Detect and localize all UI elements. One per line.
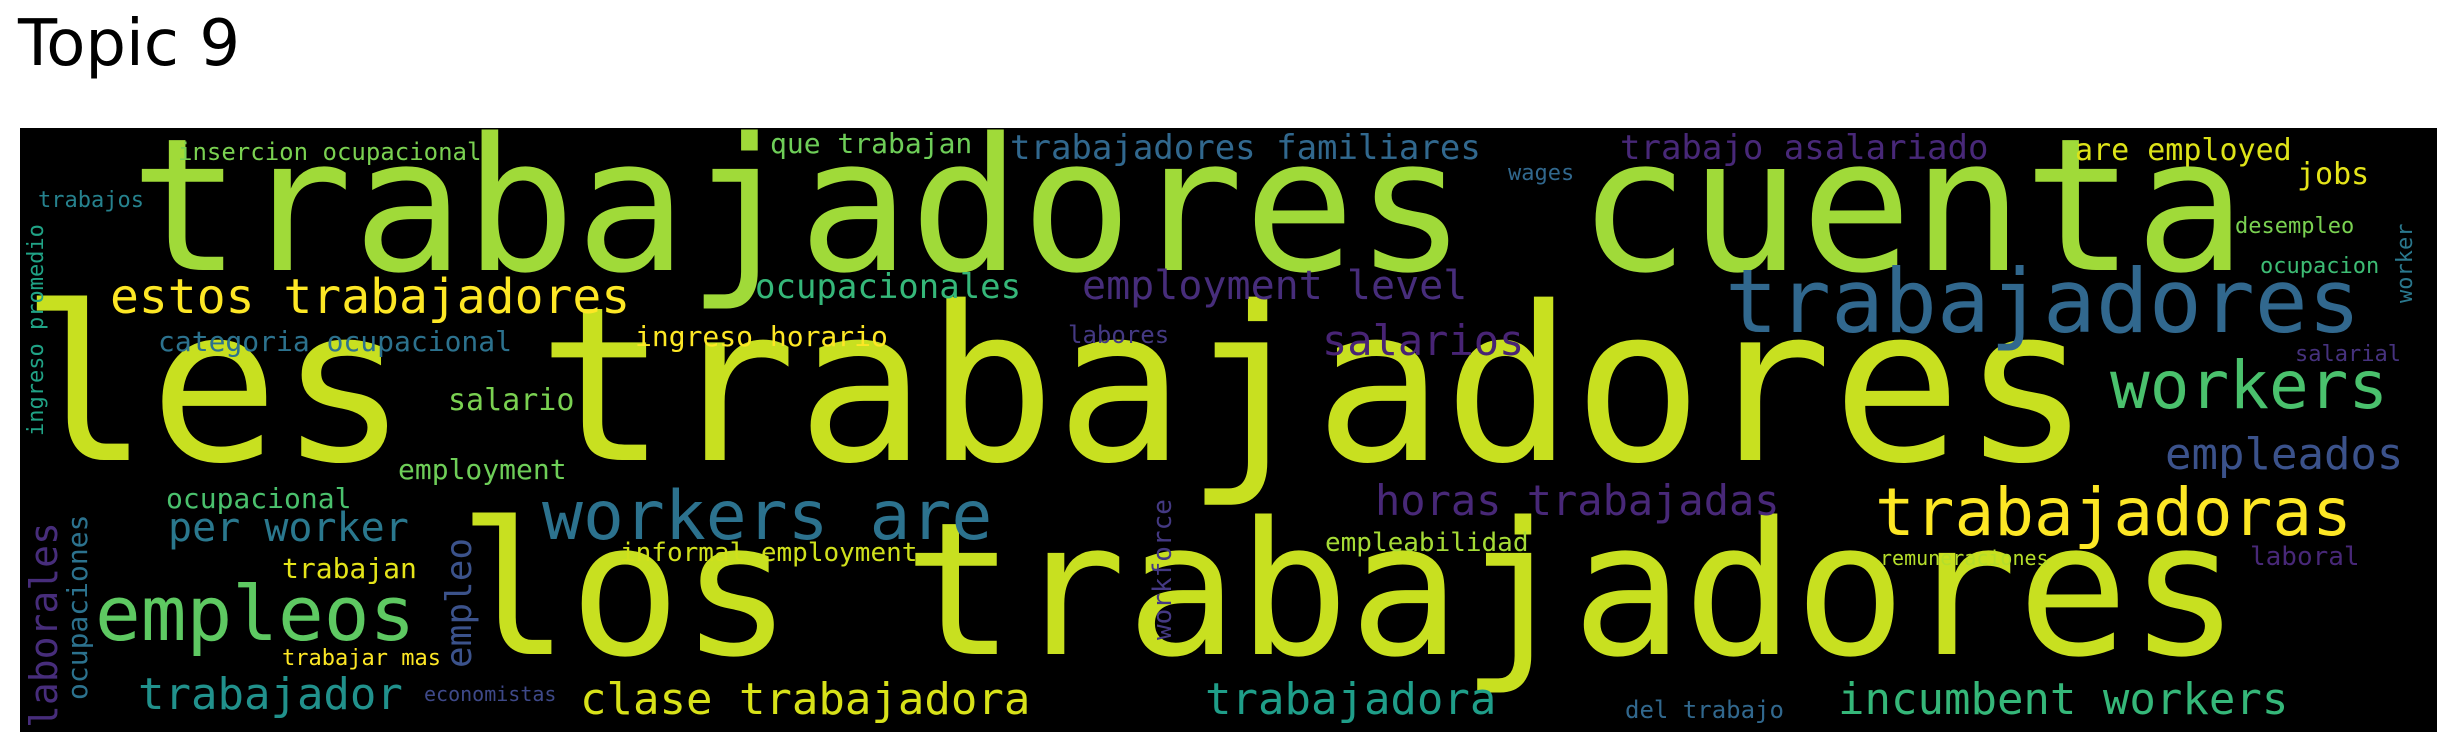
word-horas-trabajadas: horas trabajadas bbox=[1375, 476, 1780, 525]
word-empleos: empleos bbox=[95, 569, 416, 658]
word-economistas: economistas bbox=[424, 682, 557, 706]
word-trabajadores: trabajadores bbox=[1725, 250, 2361, 353]
word-empleo: empleo bbox=[439, 537, 480, 668]
word-trabajadoras: trabajadoras bbox=[1875, 474, 2352, 551]
word-employment-level: employment level bbox=[1082, 263, 1468, 309]
word-ingreso-promedio: ingreso promedio bbox=[24, 224, 49, 436]
word-laboral: laboral bbox=[2250, 542, 2360, 572]
word-ocupacionales: ocupacionales bbox=[755, 267, 1022, 307]
word-incumbent-workers: incumbent workers bbox=[1838, 674, 2289, 725]
word-trabajadora: trabajadora bbox=[1205, 674, 1497, 725]
word-employment: employment bbox=[398, 453, 567, 486]
word-clase-trabajadora: clase trabajadora bbox=[580, 674, 1031, 725]
word-trabajador: trabajador bbox=[138, 669, 403, 720]
word-empleados: empleados bbox=[2165, 429, 2404, 480]
word-cloud: trabajadores cuenta les trabajadores los… bbox=[20, 128, 2437, 732]
word-are-employed: are employed bbox=[2075, 133, 2292, 168]
word-trabajadores-familiares: trabajadores familiares bbox=[1010, 128, 1481, 168]
word-salarial: salarial bbox=[2295, 342, 2401, 367]
word-labores: labores bbox=[1068, 321, 1170, 349]
word-trabajan: trabajan bbox=[282, 552, 417, 585]
word-insercion-ocupacional: insercion ocupacional bbox=[178, 138, 482, 166]
word-del-trabajo: del trabajo bbox=[1625, 696, 1784, 724]
word-laborales: laborales bbox=[22, 522, 66, 728]
word-ocupacional: ocupacional bbox=[166, 482, 352, 515]
word-per-worker: per worker bbox=[168, 505, 409, 551]
word-workers: workers bbox=[2110, 347, 2389, 424]
page-title: Topic 9 bbox=[18, 7, 241, 81]
word-los-trabajadores: los trabajadores bbox=[458, 482, 2241, 698]
word-worker: worker bbox=[2393, 223, 2418, 303]
word-ocupaciones: ocupaciones bbox=[61, 514, 94, 700]
word-workers-are: workers are bbox=[542, 477, 993, 556]
word-ocupacion: ocupacion bbox=[2260, 254, 2380, 279]
word-jobs: jobs bbox=[2297, 157, 2370, 192]
word-ingreso-horario: ingreso horario bbox=[635, 320, 888, 353]
word-desempleo: desempleo bbox=[2235, 214, 2355, 239]
word-informal-employment: informal employment bbox=[620, 538, 918, 568]
word-trabajos: trabajos bbox=[38, 188, 144, 213]
word-empleabilidad: empleabilidad bbox=[1325, 528, 1529, 558]
word-estos-trabajadores: estos trabajadores bbox=[110, 269, 631, 325]
word-workforce: workforce bbox=[1148, 499, 1178, 640]
word-trabajo-asalariado: trabajo asalariado bbox=[1620, 128, 1989, 168]
word-wages: wages bbox=[1508, 161, 1575, 186]
word-que-trabajan: que trabajan bbox=[770, 128, 973, 160]
word-trabajar-mas: trabajar mas bbox=[282, 646, 441, 671]
word-salario: salario bbox=[448, 383, 575, 418]
word-les-trabajadores: les trabajadores bbox=[20, 260, 2092, 511]
word-remuneraciones: remuneraciones bbox=[1880, 546, 2049, 570]
word-trabajadores-cuenta: trabajadores cuenta bbox=[130, 128, 2247, 314]
word-categoria-ocupacional: categoria ocupacional bbox=[158, 325, 513, 358]
word-salarios: salarios bbox=[1322, 316, 1525, 365]
